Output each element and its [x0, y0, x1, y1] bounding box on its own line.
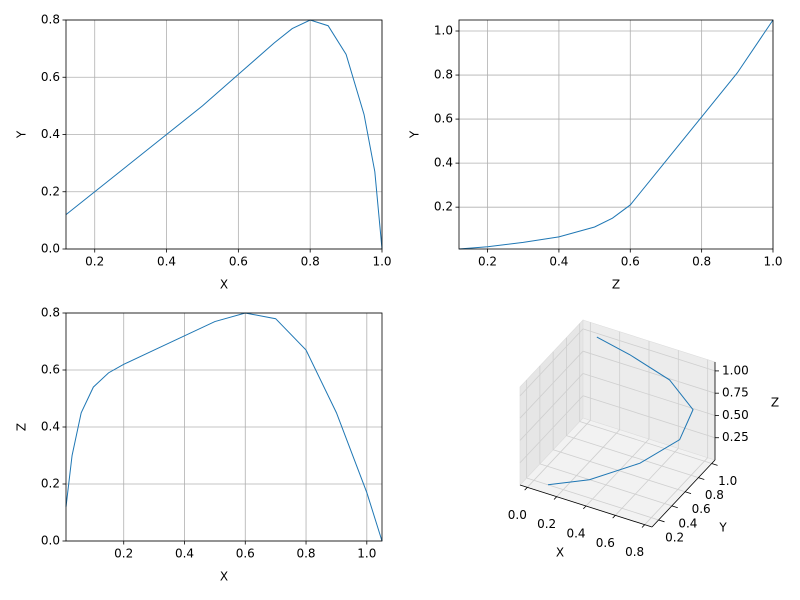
y-tick-label: 0.8: [41, 13, 60, 27]
axes-frame: [458, 19, 774, 250]
x-tick-label: 0.4: [175, 547, 194, 561]
x-tick-label: 0.6: [236, 547, 255, 561]
grid-line: [519, 373, 584, 441]
grid-line: [519, 350, 584, 419]
y-tick-label: 0.2: [665, 530, 684, 544]
x-axis-label: X: [220, 570, 228, 584]
data-line: [547, 336, 694, 486]
y-tick-label: 0.6: [692, 502, 711, 516]
x-axis-label: Z: [612, 278, 620, 292]
z-tick-label: 1.00: [722, 363, 749, 377]
grid-line: [519, 395, 584, 464]
y-tick-label: 0.6: [434, 112, 453, 126]
y-tick-label: 0.2: [41, 184, 60, 198]
y-axis-label: Y: [408, 130, 422, 139]
data-line: [65, 312, 383, 542]
x-tick-label: 0.2: [478, 255, 497, 269]
y-tick-label: 0.0: [41, 242, 60, 256]
y-tick-label: 0.8: [705, 488, 724, 502]
z-tick-label: 0.25: [722, 430, 749, 444]
grid-line: [527, 420, 591, 488]
y-tick-label: 0.6: [41, 70, 60, 84]
y-axis-label: Y: [15, 130, 29, 139]
y-axis-label: Z: [15, 423, 29, 431]
data-line: [65, 19, 383, 250]
y-tick: [671, 505, 678, 509]
y-tick-label: 1.0: [434, 24, 453, 38]
grid-line: [579, 421, 712, 464]
x-tick-label: 0.2: [114, 547, 133, 561]
x-tick: [612, 515, 616, 519]
x-tick-label: 1.0: [357, 547, 376, 561]
x-tick-label: 0.4: [157, 255, 176, 269]
x-tick-label: 1.0: [372, 255, 391, 269]
y-tick-label: 0.0: [41, 534, 60, 548]
x-tick: [524, 487, 528, 491]
x-axis-line: [519, 484, 653, 528]
x-tick-label: 0.8: [625, 545, 644, 559]
axes-frame: [65, 312, 383, 542]
grid-line: [615, 448, 679, 516]
x-tick-label: 0.6: [596, 536, 615, 550]
y-tick-label: 0.4: [41, 127, 60, 141]
x-tick-label: 0.0: [508, 508, 527, 522]
x-tick-label: 0.8: [301, 255, 320, 269]
y-tick-label: 0.2: [434, 200, 453, 214]
x-tick-label: 1.0: [763, 255, 782, 269]
grid-line: [582, 328, 716, 372]
grid-line: [556, 429, 620, 497]
x-tick: [583, 505, 587, 510]
y-tick: [698, 477, 705, 480]
y-axis-label: Y: [718, 521, 727, 535]
y-tick-label: 0.6: [41, 363, 60, 377]
y-tick-label: 0.2: [41, 477, 60, 491]
x-tick-label: 0.2: [85, 255, 104, 269]
grid-line: [582, 350, 716, 394]
z-tick-label: 0.75: [722, 386, 749, 400]
x-tick-label: 0.2: [537, 517, 556, 531]
z-tick-label: 0.50: [722, 408, 749, 422]
x-tick: [641, 524, 645, 528]
grid-line: [519, 328, 584, 397]
z-axis-label: Z: [771, 396, 779, 410]
grid-line: [582, 373, 716, 416]
x-tick-label: 0.6: [229, 255, 248, 269]
y-tick: [685, 491, 692, 494]
y-tick-label: 0.4: [434, 156, 453, 170]
grid-line: [644, 457, 708, 525]
axes-frame: [65, 19, 383, 250]
grid-line: [582, 395, 716, 439]
x-tick-label: 0.8: [296, 547, 315, 561]
grid-line: [566, 435, 699, 479]
x-axis-label: X: [556, 546, 564, 560]
y-tick-label: 0.8: [41, 306, 60, 320]
y-tick: [658, 519, 665, 523]
x-axis-label: X: [220, 278, 228, 292]
x-tick-label: 0.6: [621, 255, 640, 269]
grid-line: [539, 463, 673, 507]
data-line: [458, 19, 774, 250]
x-tick-label: 0.4: [549, 255, 568, 269]
y-tick-label: 0.4: [41, 420, 60, 434]
y-axis-line: [651, 459, 716, 528]
y-tick-label: 1.0: [718, 474, 737, 488]
x-tick-label: 0.8: [692, 255, 711, 269]
x-tick-label: 0.4: [566, 527, 585, 541]
y-tick: [711, 463, 718, 466]
grid-line: [585, 438, 650, 507]
x-tick: [553, 496, 557, 500]
grid-line: [553, 449, 686, 493]
y-tick-label: 0.4: [678, 516, 697, 530]
y-tick-label: 0.8: [434, 68, 453, 82]
